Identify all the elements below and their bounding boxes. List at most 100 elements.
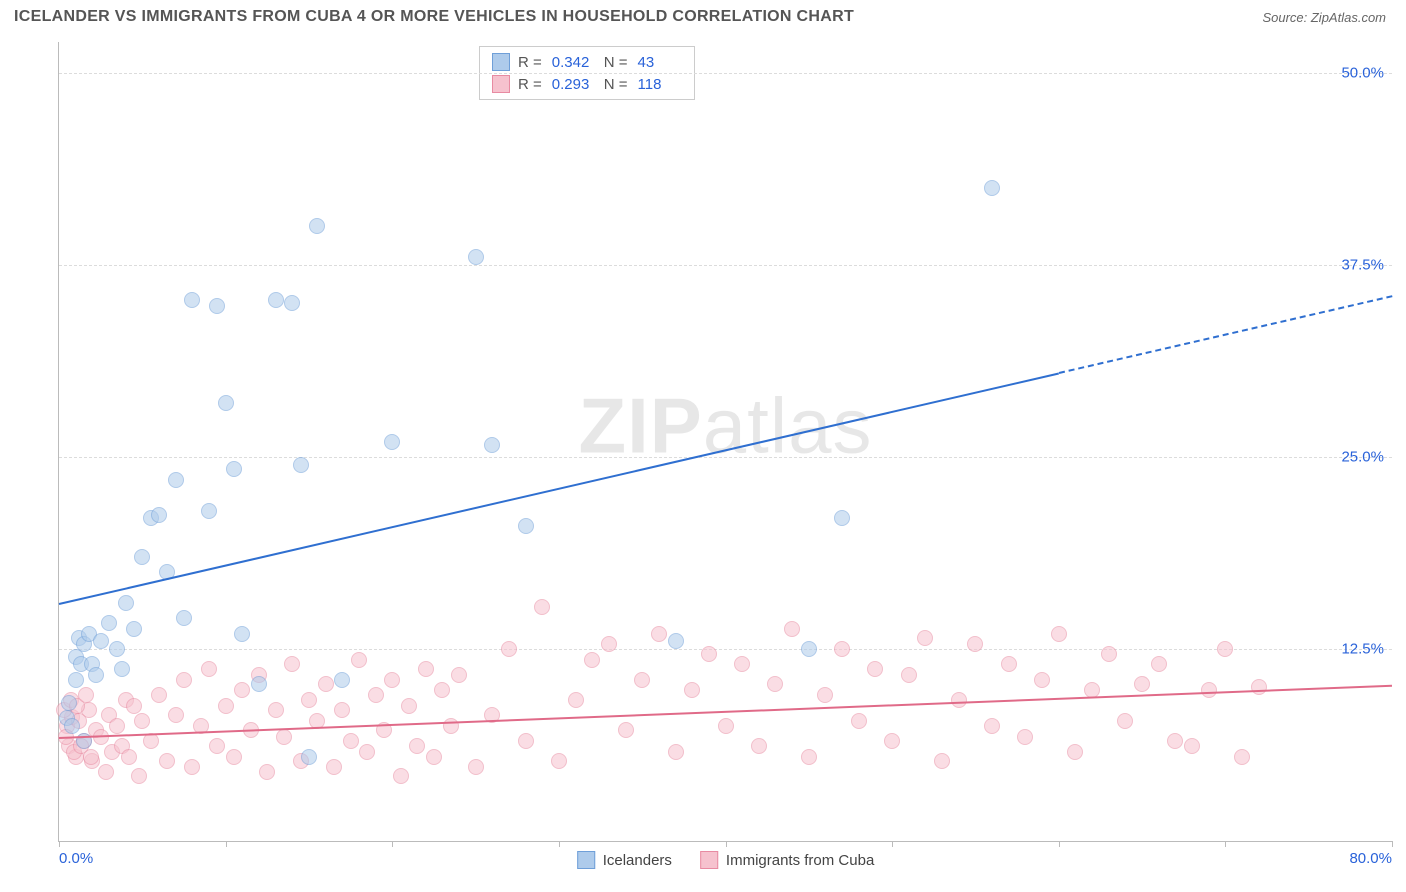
scatter-point bbox=[201, 503, 217, 519]
y-tick-label: 25.0% bbox=[1341, 448, 1384, 465]
x-tick-mark bbox=[59, 841, 60, 847]
stat-n-label: N = bbox=[604, 76, 628, 93]
scatter-point bbox=[967, 636, 983, 652]
scatter-point bbox=[109, 718, 125, 734]
legend-label: Icelanders bbox=[603, 852, 672, 869]
scatter-point bbox=[618, 722, 634, 738]
legend-item: Icelanders bbox=[577, 851, 672, 869]
scatter-point bbox=[1167, 733, 1183, 749]
x-tick-mark bbox=[1392, 841, 1393, 847]
y-tick-label: 37.5% bbox=[1341, 256, 1384, 273]
scatter-point bbox=[817, 687, 833, 703]
scatter-point bbox=[1051, 626, 1067, 642]
scatter-point bbox=[451, 667, 467, 683]
scatter-point bbox=[251, 676, 267, 692]
scatter-point bbox=[151, 507, 167, 523]
scatter-point bbox=[584, 652, 600, 668]
x-axis-min-label: 0.0% bbox=[59, 850, 93, 867]
scatter-point bbox=[1101, 646, 1117, 662]
scatter-point bbox=[126, 698, 142, 714]
scatter-point bbox=[884, 733, 900, 749]
stat-r-label: R = bbox=[518, 54, 542, 71]
scatter-point bbox=[61, 695, 77, 711]
x-tick-mark bbox=[892, 841, 893, 847]
x-tick-mark bbox=[1225, 841, 1226, 847]
stat-r-value: 0.293 bbox=[552, 76, 596, 93]
regression-line bbox=[59, 372, 1059, 604]
scatter-point bbox=[226, 461, 242, 477]
scatter-point bbox=[334, 702, 350, 718]
x-tick-mark bbox=[226, 841, 227, 847]
scatter-point bbox=[601, 636, 617, 652]
plot-area: ZIPatlas 0.0% 80.0% IcelandersImmigrants… bbox=[58, 42, 1392, 842]
scatter-point bbox=[151, 687, 167, 703]
stat-n-value: 118 bbox=[638, 76, 682, 93]
scatter-point bbox=[384, 434, 400, 450]
scatter-point bbox=[301, 749, 317, 765]
regression-line bbox=[1059, 296, 1393, 375]
y-tick-label: 12.5% bbox=[1341, 640, 1384, 657]
scatter-point bbox=[351, 652, 367, 668]
scatter-point bbox=[368, 687, 384, 703]
scatter-point bbox=[268, 702, 284, 718]
scatter-point bbox=[568, 692, 584, 708]
scatter-point bbox=[801, 641, 817, 657]
scatter-point bbox=[209, 738, 225, 754]
scatter-point bbox=[218, 395, 234, 411]
scatter-point bbox=[1251, 679, 1267, 695]
scatter-point bbox=[68, 672, 84, 688]
scatter-point bbox=[801, 749, 817, 765]
scatter-point bbox=[518, 518, 534, 534]
scatter-point bbox=[134, 549, 150, 565]
source-label: Source: ZipAtlas.com bbox=[1262, 10, 1386, 25]
scatter-point bbox=[1184, 738, 1200, 754]
scatter-point bbox=[409, 738, 425, 754]
scatter-point bbox=[234, 626, 250, 642]
scatter-point bbox=[101, 615, 117, 631]
scatter-point bbox=[426, 749, 442, 765]
scatter-point bbox=[634, 672, 650, 688]
legend-label: Immigrants from Cuba bbox=[726, 852, 874, 869]
scatter-point bbox=[1001, 656, 1017, 672]
scatter-point bbox=[684, 682, 700, 698]
scatter-point bbox=[984, 180, 1000, 196]
scatter-point bbox=[1134, 676, 1150, 692]
scatter-point bbox=[518, 733, 534, 749]
scatter-point bbox=[226, 749, 242, 765]
stat-row: R =0.293N =118 bbox=[480, 73, 694, 95]
scatter-point bbox=[934, 753, 950, 769]
legend-swatch bbox=[492, 75, 510, 93]
scatter-point bbox=[284, 656, 300, 672]
scatter-point bbox=[218, 698, 234, 714]
gridline bbox=[59, 457, 1392, 458]
scatter-point bbox=[734, 656, 750, 672]
scatter-point bbox=[64, 718, 80, 734]
scatter-point bbox=[1117, 713, 1133, 729]
scatter-point bbox=[259, 764, 275, 780]
scatter-point bbox=[293, 457, 309, 473]
scatter-point bbox=[668, 744, 684, 760]
scatter-point bbox=[93, 633, 109, 649]
stat-r-value: 0.342 bbox=[552, 54, 596, 71]
x-tick-mark bbox=[392, 841, 393, 847]
scatter-point bbox=[951, 692, 967, 708]
scatter-point bbox=[1034, 672, 1050, 688]
legend-swatch bbox=[492, 53, 510, 71]
scatter-point bbox=[301, 692, 317, 708]
scatter-point bbox=[551, 753, 567, 769]
scatter-point bbox=[384, 672, 400, 688]
gridline bbox=[59, 73, 1392, 74]
stat-n-label: N = bbox=[604, 54, 628, 71]
x-tick-mark bbox=[559, 841, 560, 847]
scatter-point bbox=[176, 672, 192, 688]
scatter-point bbox=[484, 437, 500, 453]
scatter-point bbox=[834, 510, 850, 526]
scatter-point bbox=[318, 676, 334, 692]
scatter-point bbox=[501, 641, 517, 657]
scatter-point bbox=[359, 744, 375, 760]
scatter-point bbox=[1234, 749, 1250, 765]
scatter-point bbox=[1217, 641, 1233, 657]
scatter-point bbox=[209, 298, 225, 314]
scatter-point bbox=[126, 621, 142, 637]
gridline bbox=[59, 649, 1392, 650]
